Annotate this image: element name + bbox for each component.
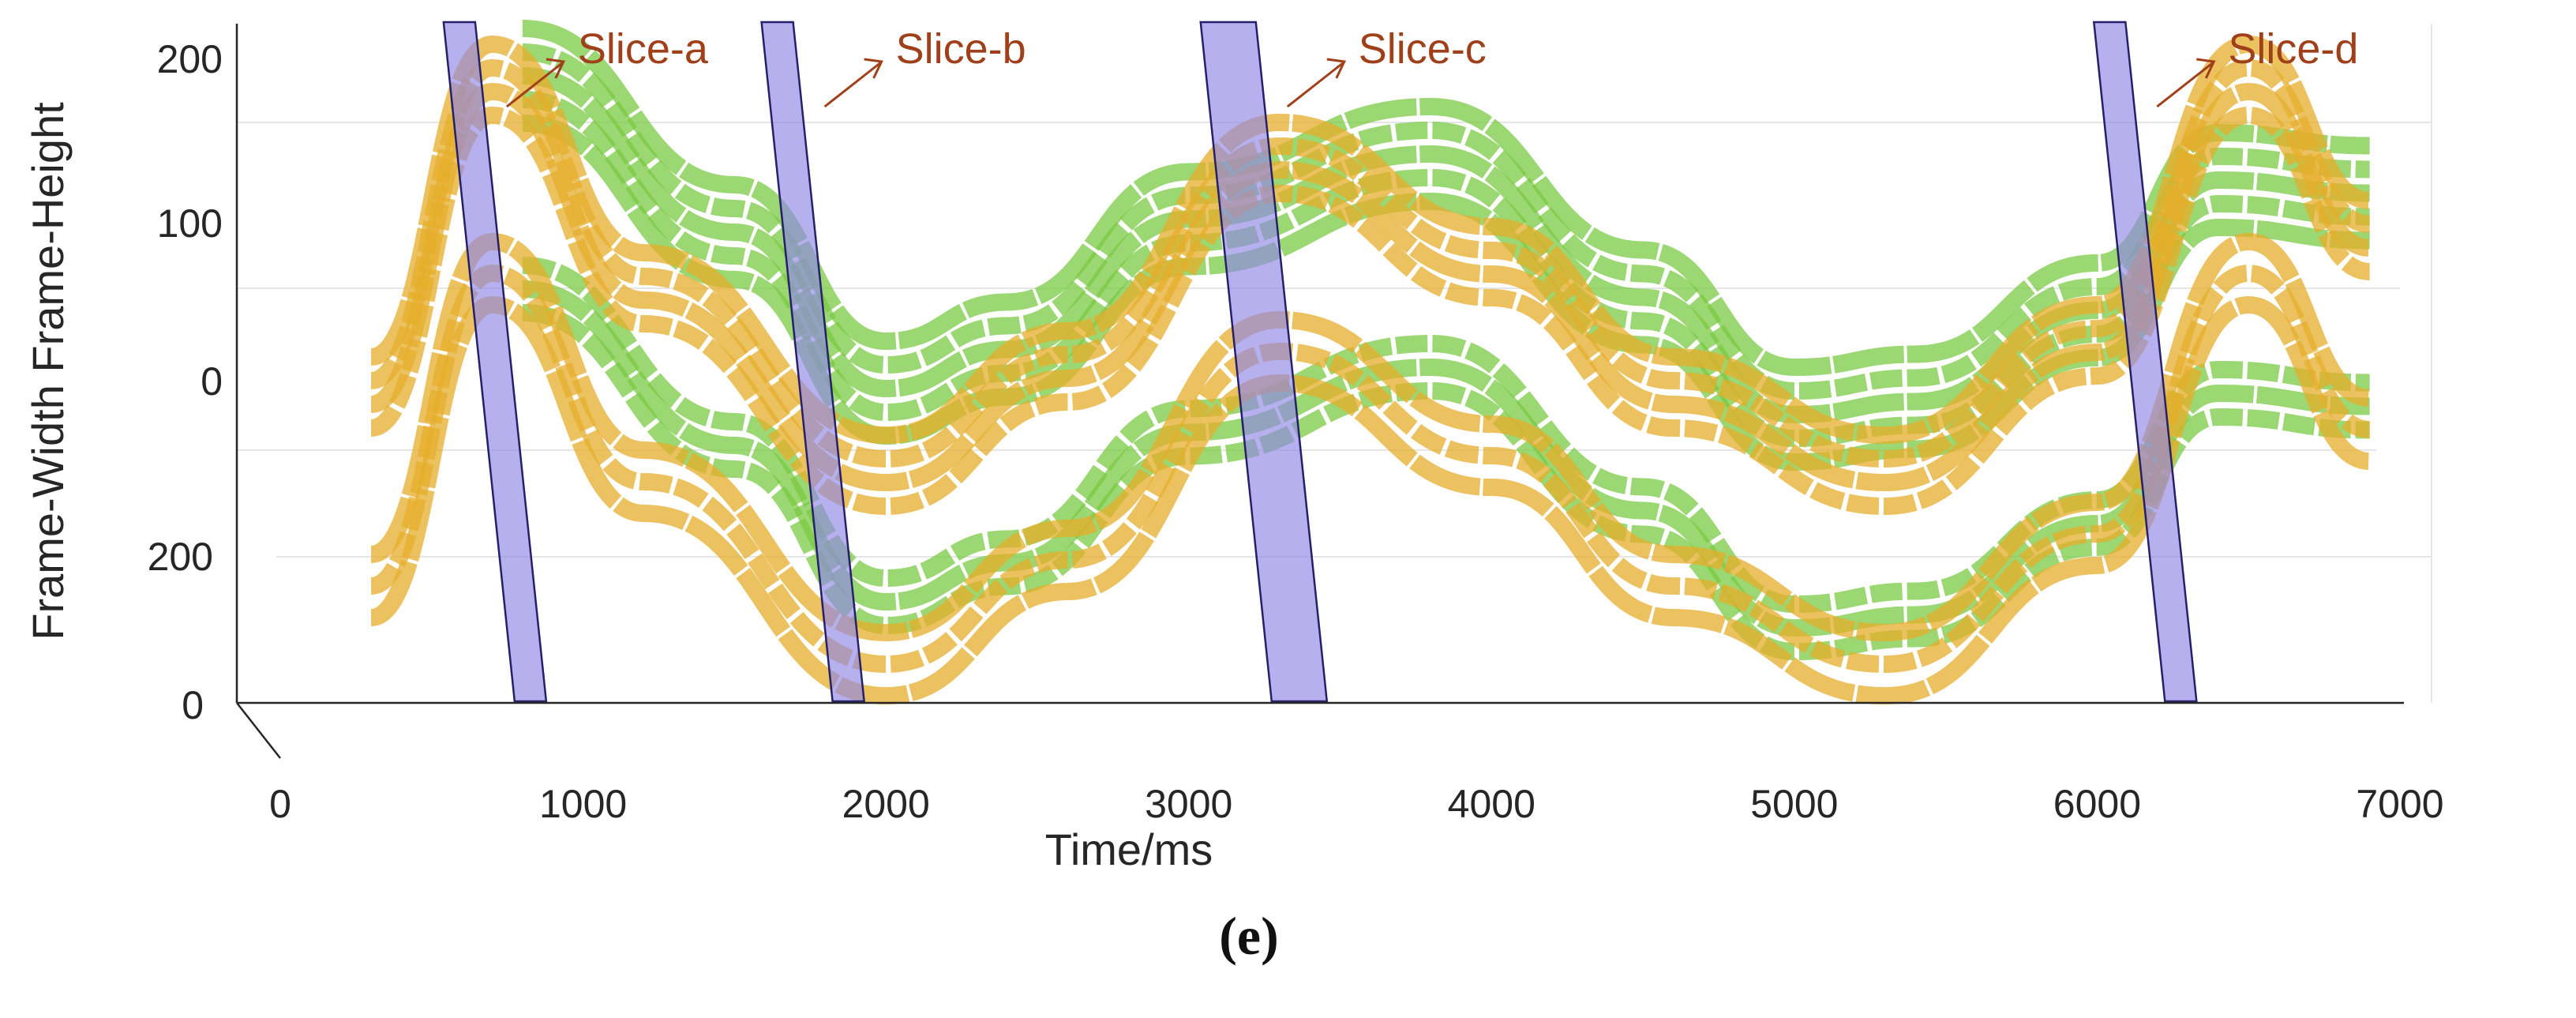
- slice-plane: [1199, 21, 1329, 703]
- height-tick-labels: 200 100 0: [157, 37, 223, 404]
- series-band-1-6: [369, 295, 2371, 705]
- slice-arrow: [823, 58, 883, 108]
- width-tick-200: 200: [148, 535, 213, 579]
- series-band-1-4: [369, 232, 2371, 642]
- slice-plane: [442, 21, 548, 703]
- y-axis-label: Frame-Width Frame-Height: [23, 102, 73, 640]
- height-tick-0: 0: [201, 359, 223, 404]
- slice-label: Slice-c: [1359, 25, 1487, 73]
- slice-arrow: [2156, 58, 2216, 108]
- height-tick-200: 200: [157, 37, 223, 81]
- axes: [235, 24, 2404, 759]
- x-tick-6000: 6000: [2053, 782, 2141, 826]
- slice-label: Slice-d: [2228, 25, 2358, 73]
- slice-slice-d: Slice-d: [2092, 21, 2358, 703]
- series-band-1-1: [369, 58, 2371, 468]
- x-tick-7000: 7000: [2356, 782, 2443, 826]
- x-tick-labels: 0 1000 2000 3000 4000 5000 6000 7000: [269, 782, 2444, 826]
- series-band-1-5: [369, 264, 2371, 674]
- series-band-0-1: [522, 43, 2370, 400]
- x-tick-0: 0: [269, 782, 291, 826]
- x-tick-5000: 5000: [1750, 782, 1838, 826]
- x-tick-1000: 1000: [539, 782, 627, 826]
- x-axis-label: Time/ms: [1045, 825, 1213, 874]
- slice-arrow: [505, 58, 566, 108]
- series-band-1-2: [369, 82, 2371, 492]
- slice-plane: [760, 21, 865, 703]
- width-tick-labels: 200 0: [148, 535, 213, 727]
- height-tick-100: 100: [157, 201, 223, 246]
- scatter-layer: [369, 20, 2371, 705]
- x-tick-2000: 2000: [842, 782, 930, 826]
- slice-slice-b: Slice-b: [760, 21, 1026, 703]
- slice-slice-c: Slice-c: [1199, 21, 1487, 703]
- slice-label: Slice-b: [896, 25, 1026, 73]
- floor-depth-edge: [236, 702, 281, 759]
- x-tick-4000: 4000: [1448, 782, 1535, 826]
- slice-plane: [2092, 21, 2198, 703]
- slice-label: Slice-a: [578, 25, 709, 73]
- series-orange: [369, 35, 2371, 705]
- width-tick-0: 0: [182, 683, 204, 727]
- series-band-0-0: [522, 20, 2370, 377]
- series-band-1-3: [369, 106, 2371, 516]
- series-band-1-0: [369, 35, 2371, 445]
- slice-slice-a: Slice-a: [442, 21, 709, 703]
- slice-arrow: [1286, 58, 1347, 108]
- figure-caption: (e): [1219, 906, 1278, 966]
- slice-layer: Slice-a Slice-b Slice-c Slice-d: [442, 21, 2358, 703]
- x-tick-3000: 3000: [1145, 782, 1232, 826]
